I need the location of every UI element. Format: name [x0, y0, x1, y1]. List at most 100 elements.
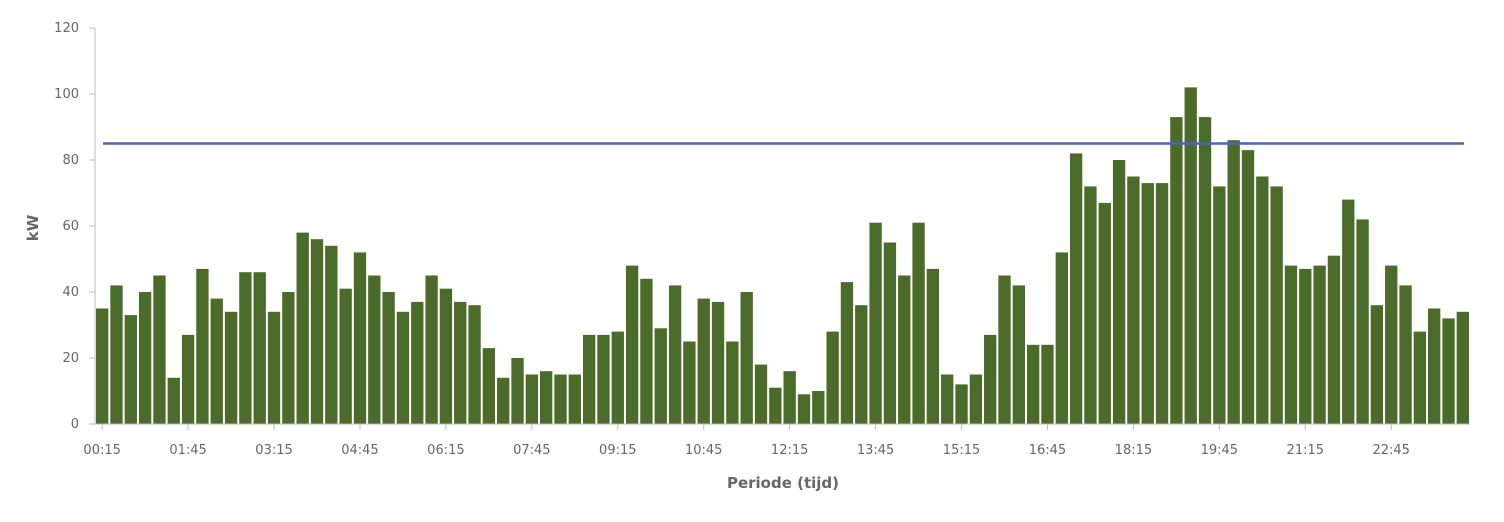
- bar: [926, 268, 940, 424]
- x-tick-label: 00:15: [83, 443, 120, 458]
- bar: [1342, 199, 1355, 424]
- x-tick-label: 07:45: [513, 443, 550, 458]
- y-tick-label: 20: [62, 351, 79, 366]
- bar: [296, 232, 309, 424]
- bar: [1112, 160, 1126, 424]
- bar: [797, 394, 811, 424]
- bar: [941, 374, 954, 424]
- y-tick-label: 100: [54, 87, 79, 102]
- bar: [826, 331, 839, 424]
- bar: [840, 282, 854, 424]
- bar: [396, 311, 410, 424]
- bar: [1284, 265, 1298, 424]
- bar: [1098, 202, 1111, 424]
- bar: [726, 341, 739, 424]
- y-tick-label: 80: [62, 153, 79, 168]
- bar: [1428, 308, 1441, 424]
- bar: [511, 358, 524, 424]
- bar: [1356, 219, 1369, 424]
- bar: [282, 292, 295, 424]
- bar: [411, 301, 424, 424]
- bar: [224, 311, 238, 424]
- bar: [497, 377, 510, 424]
- y-axis-title: kW: [24, 214, 42, 241]
- bar: [912, 222, 925, 424]
- bar: [439, 288, 453, 424]
- bar: [239, 272, 252, 424]
- bar: [1299, 268, 1312, 424]
- bar: [740, 292, 753, 424]
- bar: [1385, 265, 1398, 424]
- bar: [1155, 183, 1169, 424]
- x-tick-label: 01:45: [169, 443, 206, 458]
- bar: [812, 391, 825, 424]
- x-tick-label: 15:15: [943, 443, 980, 458]
- bar: [611, 331, 624, 424]
- x-tick-label: 16:45: [1029, 443, 1066, 458]
- bar: [353, 252, 367, 424]
- bar: [1026, 344, 1040, 424]
- x-tick-label: 19:45: [1201, 443, 1238, 458]
- bar: [482, 348, 496, 424]
- bar: [1227, 140, 1240, 424]
- bar: [754, 364, 768, 424]
- bar: [210, 298, 223, 424]
- x-tick-label: 06:15: [427, 443, 464, 458]
- x-axis-title: Periode (tijd): [727, 474, 839, 492]
- bar: [153, 275, 166, 424]
- bar: [1041, 344, 1054, 424]
- x-tick-label: 10:45: [685, 443, 722, 458]
- bar: [1055, 252, 1068, 424]
- bar: [582, 334, 596, 424]
- bar: [668, 285, 682, 424]
- bar: [1084, 186, 1097, 424]
- bar: [382, 292, 395, 424]
- bar: [454, 301, 467, 424]
- bar: [597, 334, 610, 424]
- bar: [196, 268, 209, 424]
- bar: [1069, 153, 1083, 424]
- bar: [425, 275, 438, 424]
- bar: [1198, 117, 1212, 424]
- bar: [1442, 318, 1455, 424]
- bar: [1327, 255, 1341, 424]
- bar: [368, 275, 381, 424]
- bar: [1270, 186, 1283, 424]
- bar: [124, 315, 137, 424]
- bar: [683, 341, 696, 424]
- bar: [1456, 311, 1469, 424]
- bar: [1012, 285, 1025, 424]
- y-tick-label: 60: [62, 219, 79, 234]
- bar: [855, 305, 868, 424]
- x-axis-ticks: 00:15 01:45 03:15 04:45 06:15 07:45 09:15 10:45…: [83, 424, 1410, 458]
- bar: [969, 374, 983, 424]
- y-tick-label: 40: [62, 285, 79, 300]
- x-tick-label: 22:45: [1372, 443, 1409, 458]
- bar: [325, 245, 338, 424]
- x-tick-label: 13:45: [857, 443, 894, 458]
- bar: [253, 272, 266, 424]
- bar: [883, 242, 897, 424]
- bar: [998, 275, 1011, 424]
- bar: [1313, 265, 1326, 424]
- bar: [468, 305, 481, 424]
- bar: [640, 278, 653, 424]
- bar: [568, 374, 581, 424]
- x-tick-label: 03:15: [255, 443, 292, 458]
- bar: [96, 308, 109, 424]
- bar: [339, 288, 352, 424]
- bar: [869, 222, 882, 424]
- bar: [525, 374, 539, 424]
- bar: [1399, 285, 1412, 424]
- bar: [697, 298, 710, 424]
- y-tick-label: 0: [71, 417, 79, 432]
- bar: [1413, 331, 1427, 424]
- bar: [1170, 117, 1183, 424]
- bar: [1256, 176, 1269, 424]
- bar: [554, 374, 567, 424]
- bar: [769, 387, 782, 424]
- bar: [1127, 176, 1140, 424]
- bar: [540, 371, 553, 424]
- y-tick-label: 120: [54, 21, 79, 36]
- bar: [1141, 183, 1154, 424]
